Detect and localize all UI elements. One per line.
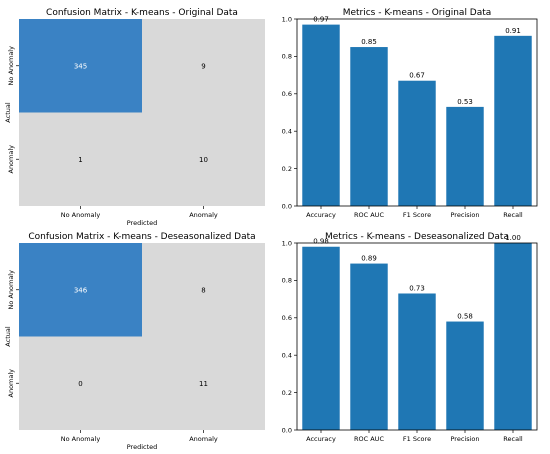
bar-f1-score — [398, 293, 436, 430]
chart-title: Metrics - K-means - Deseasonalized Data — [325, 232, 509, 242]
cell-value: 11 — [199, 380, 208, 388]
y-tick-label: Anomaly — [7, 145, 15, 174]
bar-value-label: 0.89 — [361, 255, 377, 263]
x-tick-label: No Anomaly — [61, 435, 101, 443]
chart-title: Confusion Matrix - K-means - Deseasonali… — [28, 232, 255, 242]
bar-recall — [494, 35, 532, 206]
y-tick-label: 1.0 — [282, 239, 292, 247]
y-axis-label: Actual — [4, 326, 12, 347]
heatmap-cell — [142, 336, 265, 430]
heatmap-cell — [142, 112, 265, 206]
x-axis-label: Predicted — [127, 219, 158, 227]
bar-accuracy — [302, 24, 340, 206]
bar-recall — [494, 243, 532, 430]
bar-precision — [446, 106, 484, 206]
heatmap-cell — [142, 19, 265, 113]
y-tick-label: 0.8 — [282, 53, 292, 61]
x-tick-label: Recall — [503, 211, 523, 219]
y-tick-label: 0.8 — [282, 277, 292, 285]
x-tick-label: Accuracy — [306, 435, 336, 443]
metrics-bar-chart-2: 0.98 Accuracy 0.89 ROC AUC 0.73 F1 Score 0.58 P… — [282, 232, 538, 443]
y-tick-label: 0.2 — [282, 389, 292, 397]
cell-value: 345 — [74, 62, 87, 70]
y-axis-label: Actual — [4, 102, 12, 123]
bar-value-label: 0.67 — [409, 72, 425, 80]
bar-value-label: 0.97 — [313, 16, 329, 24]
bar-roc-auc — [350, 263, 388, 430]
cell-value: 8 — [201, 286, 205, 294]
y-tick-label: 0.6 — [282, 314, 292, 322]
bar-precision — [446, 321, 484, 430]
y-tick-label: 0.2 — [282, 165, 292, 173]
x-tick-label: Recall — [503, 435, 523, 443]
x-axis-label: Predicted — [127, 443, 158, 451]
y-tick-label: 0.4 — [282, 128, 292, 136]
y-tick-label: 0.0 — [282, 426, 292, 434]
x-tick-label: Anomaly — [189, 435, 218, 443]
cell-value: 346 — [74, 286, 88, 294]
x-tick-label: F1 Score — [403, 435, 431, 443]
bar-value-label: 1.00 — [505, 234, 521, 242]
heatmap-cell — [19, 243, 142, 337]
bar-accuracy — [302, 246, 340, 430]
heatmap-cell — [19, 112, 142, 206]
confusion-matrix-2: 346 8 0 11 Confusion Matrix - K-means - Dese… — [4, 232, 265, 451]
bar-value-label: 0.58 — [457, 313, 473, 321]
y-tick-label: 0.6 — [282, 90, 292, 98]
axes-frame — [296, 242, 538, 431]
x-tick-label: Precision — [450, 211, 479, 219]
cell-value: 9 — [201, 62, 205, 70]
metrics-bar-chart-1: 0.97 Accuracy 0.85 ROC AUC 0.67 F1 Score 0.53 P… — [282, 8, 538, 219]
x-tick-label: F1 Score — [403, 211, 431, 219]
x-tick-label: Anomaly — [189, 211, 218, 219]
bar-value-label: 0.73 — [409, 284, 425, 292]
cell-value: 1 — [78, 156, 82, 164]
x-tick-label: ROC AUC — [354, 435, 384, 443]
chart-title: Confusion Matrix - K-means - Original Da… — [46, 8, 238, 18]
y-tick-label: 0.0 — [282, 202, 292, 210]
x-tick-label: ROC AUC — [354, 211, 384, 219]
bar-value-label: 0.98 — [313, 238, 329, 246]
bar-roc-auc — [350, 47, 388, 206]
x-tick-label: No Anomaly — [61, 211, 101, 219]
y-tick-label: No Anomaly — [7, 46, 15, 86]
cell-value: 10 — [199, 156, 208, 164]
y-tick-label: 1.0 — [282, 15, 292, 23]
axes-frame — [296, 18, 538, 207]
x-tick-label: Precision — [450, 435, 479, 443]
bar-value-label: 0.85 — [361, 38, 377, 46]
y-tick-label: 0.4 — [282, 352, 292, 360]
bar-f1-score — [398, 80, 436, 206]
bar-value-label: 0.91 — [505, 27, 521, 35]
y-tick-label: Anomaly — [7, 369, 15, 398]
heatmap-cell — [19, 19, 142, 113]
chart-title: Metrics - K-means - Original Data — [343, 8, 492, 18]
x-tick-label: Accuracy — [306, 211, 336, 219]
bar-value-label: 0.53 — [457, 98, 473, 106]
cell-value: 0 — [78, 380, 82, 388]
heatmap-cell — [142, 243, 265, 337]
heatmap-cell — [19, 336, 142, 430]
confusion-matrix-1: 345 9 1 10 Confusion Matrix - K-means - Orig… — [4, 8, 265, 227]
y-tick-label: No Anomaly — [7, 270, 15, 310]
